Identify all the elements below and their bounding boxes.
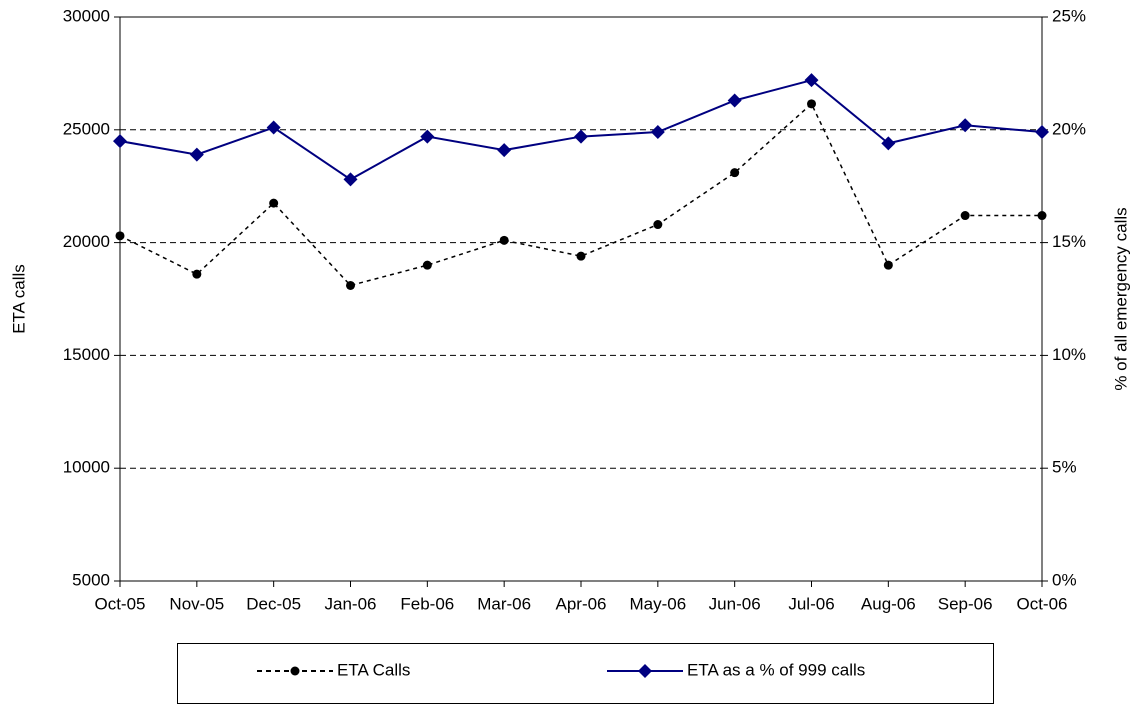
y-axis-label: ETA calls <box>9 264 28 334</box>
series-marker <box>807 99 816 109</box>
x-tick-label: Mar-06 <box>477 594 531 613</box>
y2-tick-label: 5% <box>1052 458 1077 477</box>
series-marker <box>1037 211 1047 221</box>
legend-box <box>177 643 994 704</box>
series-marker <box>574 129 588 144</box>
x-tick-label: Jul-06 <box>788 594 834 613</box>
series-marker <box>1035 125 1049 140</box>
series-marker <box>266 120 281 135</box>
x-tick-label: Jan-06 <box>325 594 377 613</box>
legend-label: ETA Calls <box>337 660 410 679</box>
y-tick-label: 10000 <box>63 458 110 477</box>
x-tick-label: Nov-05 <box>169 594 224 613</box>
y2-tick-label: 25% <box>1052 6 1086 25</box>
x-tick-label: May-06 <box>629 594 686 613</box>
series-marker <box>113 134 127 149</box>
x-tick-label: Oct-06 <box>1016 594 1067 613</box>
x-tick-label: Apr-06 <box>555 594 606 613</box>
series-marker <box>804 73 819 88</box>
series-marker <box>269 198 279 208</box>
series-marker <box>650 125 665 140</box>
series-marker <box>881 136 896 151</box>
x-tick-label: Feb-06 <box>400 594 454 613</box>
series-marker <box>883 260 893 270</box>
series-marker <box>497 143 512 158</box>
y2-axis-label: % of all emergency calls <box>1111 207 1130 390</box>
series-marker <box>115 231 125 241</box>
series-marker <box>192 269 202 279</box>
y-tick-label: 20000 <box>63 232 110 251</box>
series-marker <box>420 129 435 144</box>
x-tick-label: Sep-06 <box>938 594 993 613</box>
series-marker <box>727 93 742 108</box>
x-tick-label: Oct-05 <box>94 594 145 613</box>
series-marker <box>960 211 970 221</box>
x-tick-label: Jun-06 <box>709 594 761 613</box>
y2-tick-label: 10% <box>1052 345 1086 364</box>
y2-tick-label: 0% <box>1052 570 1077 589</box>
series-marker <box>499 235 509 245</box>
y-tick-label: 5000 <box>72 570 110 589</box>
legend-label: ETA as a % of 999 calls <box>687 660 865 679</box>
y-tick-label: 25000 <box>63 119 110 138</box>
x-tick-label: Dec-05 <box>246 594 301 613</box>
y-tick-label: 30000 <box>63 6 110 25</box>
series-marker <box>346 280 355 290</box>
y2-tick-label: 20% <box>1052 119 1086 138</box>
x-tick-label: Aug-06 <box>861 594 916 613</box>
legend-marker <box>290 666 300 676</box>
y2-tick-label: 15% <box>1052 232 1086 251</box>
series-marker <box>653 220 663 230</box>
series-marker <box>343 172 358 187</box>
series-marker <box>576 251 586 261</box>
series-marker <box>422 260 432 270</box>
series-marker <box>730 168 740 178</box>
series-marker <box>958 118 973 133</box>
legend-marker <box>638 664 652 678</box>
y-tick-label: 15000 <box>63 345 110 364</box>
series-marker <box>189 147 204 162</box>
